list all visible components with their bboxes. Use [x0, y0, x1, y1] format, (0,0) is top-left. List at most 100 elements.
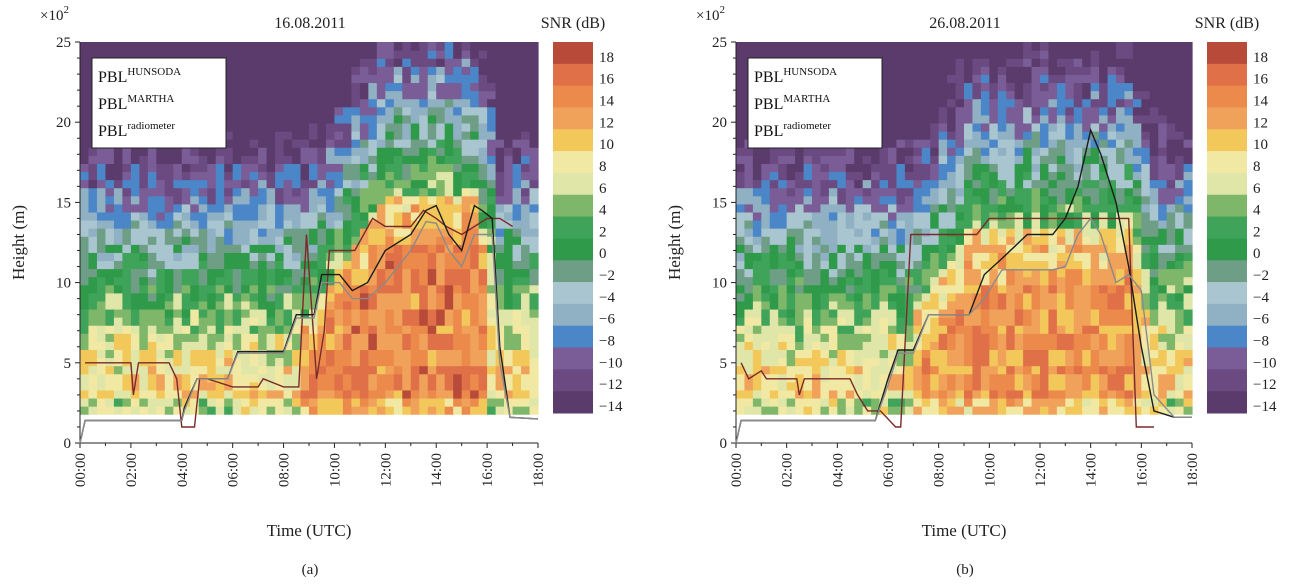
heatmap-cell: [904, 397, 914, 407]
heatmap-cell: [266, 373, 276, 383]
heatmap-cell: [736, 228, 746, 237]
heatmap-cell: [258, 139, 268, 148]
heatmap-cell: [317, 325, 327, 334]
heatmap-cell: [1090, 252, 1100, 262]
heatmap-cell: [989, 106, 999, 116]
heatmap-cell: [436, 317, 446, 326]
colorbar-tick-label: 0: [599, 246, 607, 262]
heatmap-cell: [249, 82, 259, 92]
heatmap-cell: [427, 317, 437, 326]
heatmap-cell: [1132, 373, 1142, 383]
heatmap-cell: [351, 58, 361, 67]
heatmap-cell: [80, 365, 90, 375]
heatmap-cell: [521, 252, 531, 262]
heatmap-cell: [215, 357, 225, 367]
heatmap-cell: [487, 82, 497, 92]
heatmap-cell: [198, 325, 208, 334]
heatmap-cell: [444, 373, 454, 383]
heatmap-cell: [1149, 325, 1159, 334]
heatmap-cell: [1056, 228, 1066, 237]
heatmap-cell: [241, 300, 251, 310]
heatmap-cell: [972, 365, 982, 375]
heatmap-cell: [207, 397, 217, 407]
heatmap-cell: [786, 357, 796, 367]
heatmap-cell: [393, 219, 403, 229]
heatmap-cell: [292, 211, 302, 221]
heatmap-cell: [495, 42, 505, 51]
heatmap-cell: [376, 389, 386, 399]
heatmap-cell: [1014, 139, 1024, 148]
heatmap-cell: [317, 260, 327, 270]
heatmap-cell: [385, 171, 395, 181]
heatmap-cell: [1073, 349, 1083, 359]
heatmap-cell: [913, 260, 923, 270]
heatmap-cell: [879, 260, 889, 270]
heatmap-cell: [1065, 341, 1075, 351]
heatmap-cell: [955, 163, 965, 173]
heatmap-cell: [930, 349, 940, 359]
heatmap-cell: [989, 163, 999, 173]
heatmap-cell: [385, 308, 395, 318]
heatmap-cell: [232, 236, 242, 245]
heatmap-cell: [351, 106, 361, 116]
heatmap-cell: [1056, 114, 1066, 124]
heatmap-cell: [1065, 357, 1075, 367]
heatmap-cell: [980, 284, 990, 294]
heatmap-cell: [955, 341, 965, 351]
heatmap-cell: [795, 211, 805, 221]
heatmap-cell: [1048, 276, 1058, 286]
heatmap-cell: [359, 139, 369, 148]
heatmap-cell: [190, 268, 200, 278]
heatmap-cell: [904, 74, 914, 84]
heatmap-cell: [1124, 139, 1134, 148]
heatmap-cell: [795, 228, 805, 237]
heatmap-cell: [1141, 114, 1151, 124]
heatmap-cell: [913, 252, 923, 262]
heatmap-cell: [1116, 260, 1126, 270]
heatmap-cell: [504, 268, 514, 278]
heatmap-cell: [130, 292, 140, 302]
heatmap-cell: [249, 195, 259, 205]
heatmap-cell: [837, 397, 847, 407]
heatmap-cell: [495, 106, 505, 116]
heatmap-cell: [820, 155, 830, 164]
heatmap-cell: [820, 228, 830, 237]
heatmap-cell: [156, 42, 166, 51]
heatmap-cell: [317, 147, 327, 156]
heatmap-cell: [96, 203, 107, 213]
heatmap-cell: [529, 163, 539, 173]
heatmap-cell: [921, 211, 931, 221]
heatmap-cell: [921, 74, 931, 84]
heatmap-cell: [854, 341, 864, 351]
heatmap-cell: [342, 397, 353, 407]
heatmap-cell: [88, 203, 98, 213]
heatmap-cell: [837, 406, 847, 415]
heatmap-cell: [736, 58, 746, 67]
heatmap-cell: [359, 406, 369, 415]
heatmap-cell: [249, 284, 259, 294]
heatmap-cell: [207, 179, 217, 189]
heatmap-cell: [410, 58, 420, 67]
heatmap-cell: [130, 397, 140, 407]
heatmap-cell: [376, 357, 386, 367]
heatmap-cell: [930, 82, 940, 92]
heatmap-cell: [1056, 106, 1066, 116]
heatmap-cell: [232, 292, 242, 302]
heatmap-cell: [368, 325, 378, 334]
heatmap-cell: [854, 406, 864, 415]
heatmap-cell: [325, 155, 336, 164]
heatmap-cell: [1056, 179, 1066, 189]
heatmap-cell: [989, 42, 999, 51]
heatmap-cell: [879, 155, 889, 164]
heatmap-cell: [1099, 155, 1109, 164]
heatmap-cell: [393, 397, 403, 407]
heatmap-cell: [1073, 276, 1083, 286]
heatmap-cell: [1056, 171, 1066, 181]
heatmap-cell: [325, 341, 336, 351]
heatmap-cell: [1056, 82, 1066, 92]
heatmap-cell: [1158, 373, 1168, 383]
colorbar-swatch: [553, 151, 593, 174]
heatmap-cell: [1048, 349, 1058, 359]
heatmap-cell: [292, 317, 302, 326]
heatmap-cell: [444, 325, 454, 334]
